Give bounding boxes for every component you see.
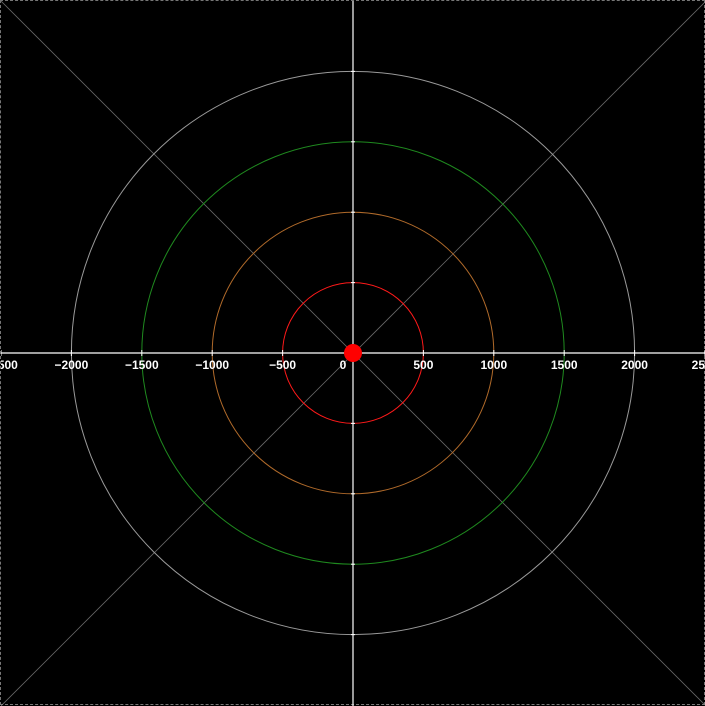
x-tick-label: −2000	[55, 358, 89, 372]
x-tick-label: −1500	[125, 358, 159, 372]
x-tick-label: 500	[413, 358, 433, 372]
x-tick-label: −1000	[195, 358, 229, 372]
target-point	[344, 344, 362, 362]
x-tick-label: 2500	[692, 358, 705, 372]
x-tick-label: 1000	[480, 358, 507, 372]
x-tick-label: −2500	[1, 358, 18, 372]
x-tick-label: 1500	[551, 358, 578, 372]
x-tick-labels: −2500 −2000 −1500 −1000 −500 0 500 1000 1500 2000…	[1, 358, 705, 372]
x-tick-label: 2000	[621, 358, 648, 372]
x-tick-label: 0	[340, 358, 347, 372]
x-tick-label: −500	[269, 358, 296, 372]
data-points	[344, 344, 362, 362]
